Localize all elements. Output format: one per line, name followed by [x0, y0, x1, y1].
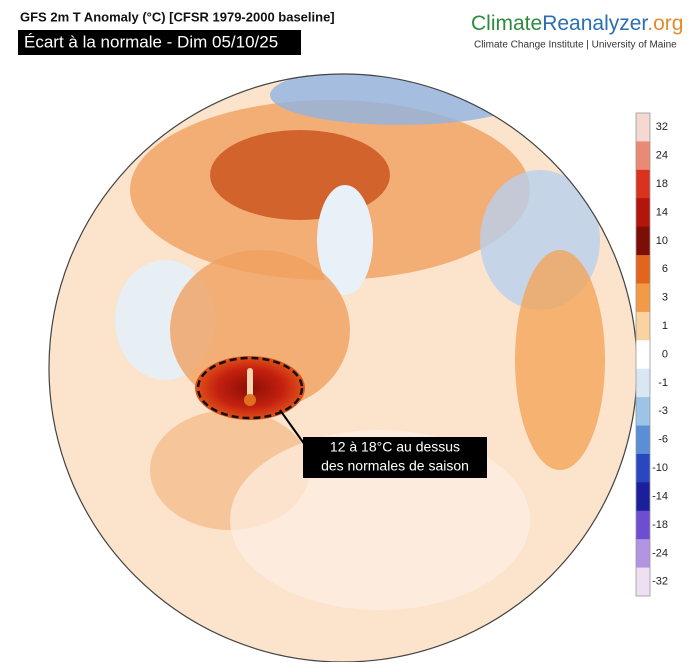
colorbar-label: 3 — [662, 292, 668, 304]
subtitle: Écart à la normale - Dim 05/10/25 — [24, 32, 278, 51]
colorbar-label: -1 — [658, 377, 668, 389]
colorbar-swatch — [636, 255, 650, 284]
colorbar-swatch — [636, 141, 650, 171]
logo-a: Climate — [471, 12, 542, 35]
colorbar-swatch — [636, 453, 650, 483]
colorbar-label: -6 — [658, 434, 668, 446]
colorbar-label: 1 — [662, 320, 668, 332]
colorbar-label: -14 — [652, 490, 668, 502]
annotation-line: des normales de saison — [321, 458, 469, 474]
colorbar-swatch — [636, 510, 650, 540]
colorbar-swatch — [636, 397, 650, 427]
colorbar-label: 32 — [656, 121, 668, 133]
colorbar-swatch — [636, 340, 650, 370]
colorbar-label: 10 — [656, 235, 668, 247]
subtitle-box — [18, 30, 301, 55]
colorbar-swatch — [636, 368, 650, 398]
colorbar-label: -10 — [652, 462, 668, 474]
colorbar-swatch — [636, 539, 650, 569]
colorbar-label: -3 — [658, 405, 668, 417]
colorbar-swatch — [636, 226, 650, 256]
colorbar-swatch — [636, 283, 650, 313]
callout-line — [279, 409, 306, 446]
logo: ClimateReanalyzer.org — [471, 12, 683, 35]
colorbar-label: 24 — [656, 150, 668, 162]
colorbar-label: 14 — [656, 206, 668, 218]
globe-map — [49, 74, 637, 662]
annotation-box — [303, 437, 487, 478]
annotation-line: 12 à 18°C au dessus — [330, 439, 460, 455]
logo-b: Reanalyzer — [542, 12, 648, 35]
colorbar-label: 0 — [662, 348, 668, 360]
colorbar-label: -24 — [652, 547, 668, 559]
colorbar-swatch — [636, 425, 650, 455]
highlight-ring — [196, 356, 304, 420]
colorbar-swatch — [636, 482, 650, 512]
colorbar-frame — [635, 112, 651, 597]
logo-suffix: .org — [647, 12, 683, 35]
colorbar-label: 6 — [662, 263, 668, 275]
colorbar-swatch — [636, 311, 650, 341]
colorbar-label: -18 — [652, 519, 668, 531]
thermometer-icon — [244, 368, 256, 406]
colorbar-swatch — [636, 567, 650, 597]
colorbar-label: 18 — [656, 178, 668, 190]
colorbar-swatch — [636, 169, 650, 199]
colorbar-label: -32 — [652, 576, 668, 588]
colorbar-swatch — [636, 198, 650, 228]
logo-tagline: Climate Change Institute | University of… — [474, 40, 677, 51]
title: GFS 2m T Anomaly (°C) [CFSR 1979-2000 ba… — [20, 9, 335, 24]
colorbar-swatch — [636, 113, 650, 142]
